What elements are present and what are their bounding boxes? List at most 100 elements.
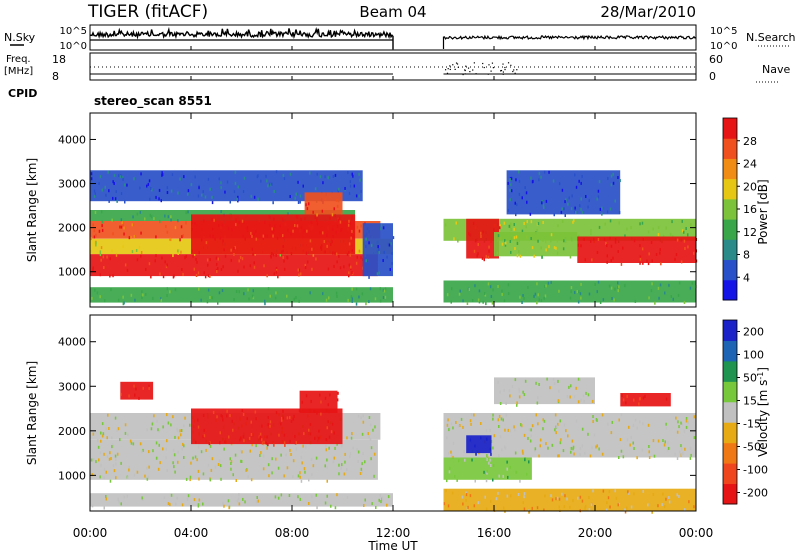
power-speckle: [322, 292, 324, 296]
velocity-speckle: [639, 420, 641, 424]
power-speckle: [214, 237, 216, 241]
power-speckle: [283, 177, 286, 181]
velocity-speckle: [502, 474, 504, 478]
power-speckle: [144, 217, 146, 221]
velocity-speckle: [486, 437, 488, 441]
velocity-speckle: [309, 423, 312, 426]
velocity-speckle: [351, 432, 353, 435]
power-speckle: [382, 259, 384, 262]
velocity-speckle: [456, 478, 458, 482]
power-speckle: [620, 262, 623, 266]
velocity-speckle: [228, 506, 230, 510]
velocity-speckle: [497, 418, 499, 422]
power-speckle: [300, 225, 303, 229]
power-speckle: [149, 213, 152, 217]
velocity-speckle: [301, 400, 304, 404]
nave-tick-top: 60: [709, 53, 723, 66]
power-speckle: [316, 172, 318, 176]
velocity-speckle: [447, 418, 449, 422]
velocity-speckle: [534, 447, 537, 451]
power-speckle: [230, 258, 233, 262]
velocity-speckle: [165, 456, 167, 460]
velocity-speckle: [260, 451, 262, 455]
power-speckle: [491, 301, 494, 305]
velocity-speckle: [530, 428, 532, 432]
velocity-speckle: [350, 436, 353, 440]
velocity-speckle: [333, 431, 335, 435]
velocity-speckle: [112, 464, 115, 468]
velocity-speckle: [443, 502, 446, 506]
power-speckle: [530, 176, 532, 180]
power-speckle: [332, 235, 334, 239]
velocity-speckle: [326, 479, 328, 483]
power-speckle: [518, 179, 521, 183]
velocity-speckle: [320, 412, 322, 416]
power-speckle: [336, 260, 338, 264]
velocity-speckle: [285, 453, 287, 457]
power-speckle: [162, 275, 165, 279]
power-region-8: [362, 223, 393, 277]
nave-label: Nave: [762, 63, 790, 76]
power-speckle: [119, 225, 121, 229]
velocity-speckle: [299, 475, 301, 479]
power-speckle: [151, 188, 153, 192]
velocity-speckle: [459, 424, 461, 427]
freq-point: [449, 65, 451, 67]
velocity-speckle: [618, 502, 620, 506]
power-speckle: [693, 251, 695, 255]
power-speckle: [90, 237, 92, 241]
power-speckle: [264, 234, 266, 238]
power-speckle: [138, 245, 141, 249]
power-speckle: [618, 221, 620, 225]
power-speckle: [275, 270, 278, 274]
velocity-speckle: [502, 416, 504, 420]
power-speckle: [569, 296, 572, 300]
velocity-speckle: [173, 465, 175, 469]
power-speckle: [538, 178, 540, 182]
velocity-speckle: [575, 386, 577, 390]
velocity-colorbar-tick: -100: [743, 464, 768, 477]
velocity-speckle: [514, 451, 517, 455]
power-speckle: [237, 185, 240, 189]
power-speckle: [298, 268, 300, 272]
power-speckle: [332, 251, 334, 255]
power-speckle: [614, 240, 617, 244]
power-speckle: [237, 269, 239, 273]
power-heatmap-cells: [90, 170, 698, 306]
velocity-speckle: [666, 448, 669, 452]
power-speckle: [90, 172, 93, 176]
power-speckle: [568, 196, 570, 200]
power-speckle: [507, 181, 509, 185]
velocity-speckle: [120, 392, 122, 396]
power-speckle: [309, 239, 312, 243]
power-speckle: [391, 252, 393, 255]
power-speckle: [518, 170, 520, 174]
velocity-speckle: [667, 441, 669, 445]
velocity-speckle: [119, 438, 121, 442]
velocity-speckle: [690, 453, 692, 457]
power-speckle: [92, 223, 94, 227]
noise-trace: [89, 26, 697, 49]
power-speckle: [526, 200, 528, 204]
x-tick-label: 04:00: [174, 526, 209, 540]
power-speckle: [331, 227, 334, 231]
power-speckle: [102, 255, 105, 259]
power-speckle: [123, 226, 125, 230]
velocity-speckle: [169, 503, 171, 507]
power-speckle: [597, 189, 600, 193]
velocity-speckle: [572, 445, 575, 449]
freq-point: [473, 62, 475, 64]
power-speckle: [264, 220, 266, 224]
velocity-speckle: [552, 378, 555, 381]
power-speckle: [95, 241, 97, 245]
velocity-speckle: [166, 468, 168, 472]
velocity-speckle: [636, 456, 638, 460]
power-speckle: [101, 210, 103, 214]
velocity-speckle: [148, 450, 150, 454]
power-speckle: [365, 244, 367, 248]
velocity-speckle: [642, 489, 644, 493]
velocity-speckle: [570, 384, 572, 388]
power-speckle: [382, 288, 385, 292]
velocity-speckle: [240, 460, 243, 463]
power-speckle: [598, 180, 601, 184]
